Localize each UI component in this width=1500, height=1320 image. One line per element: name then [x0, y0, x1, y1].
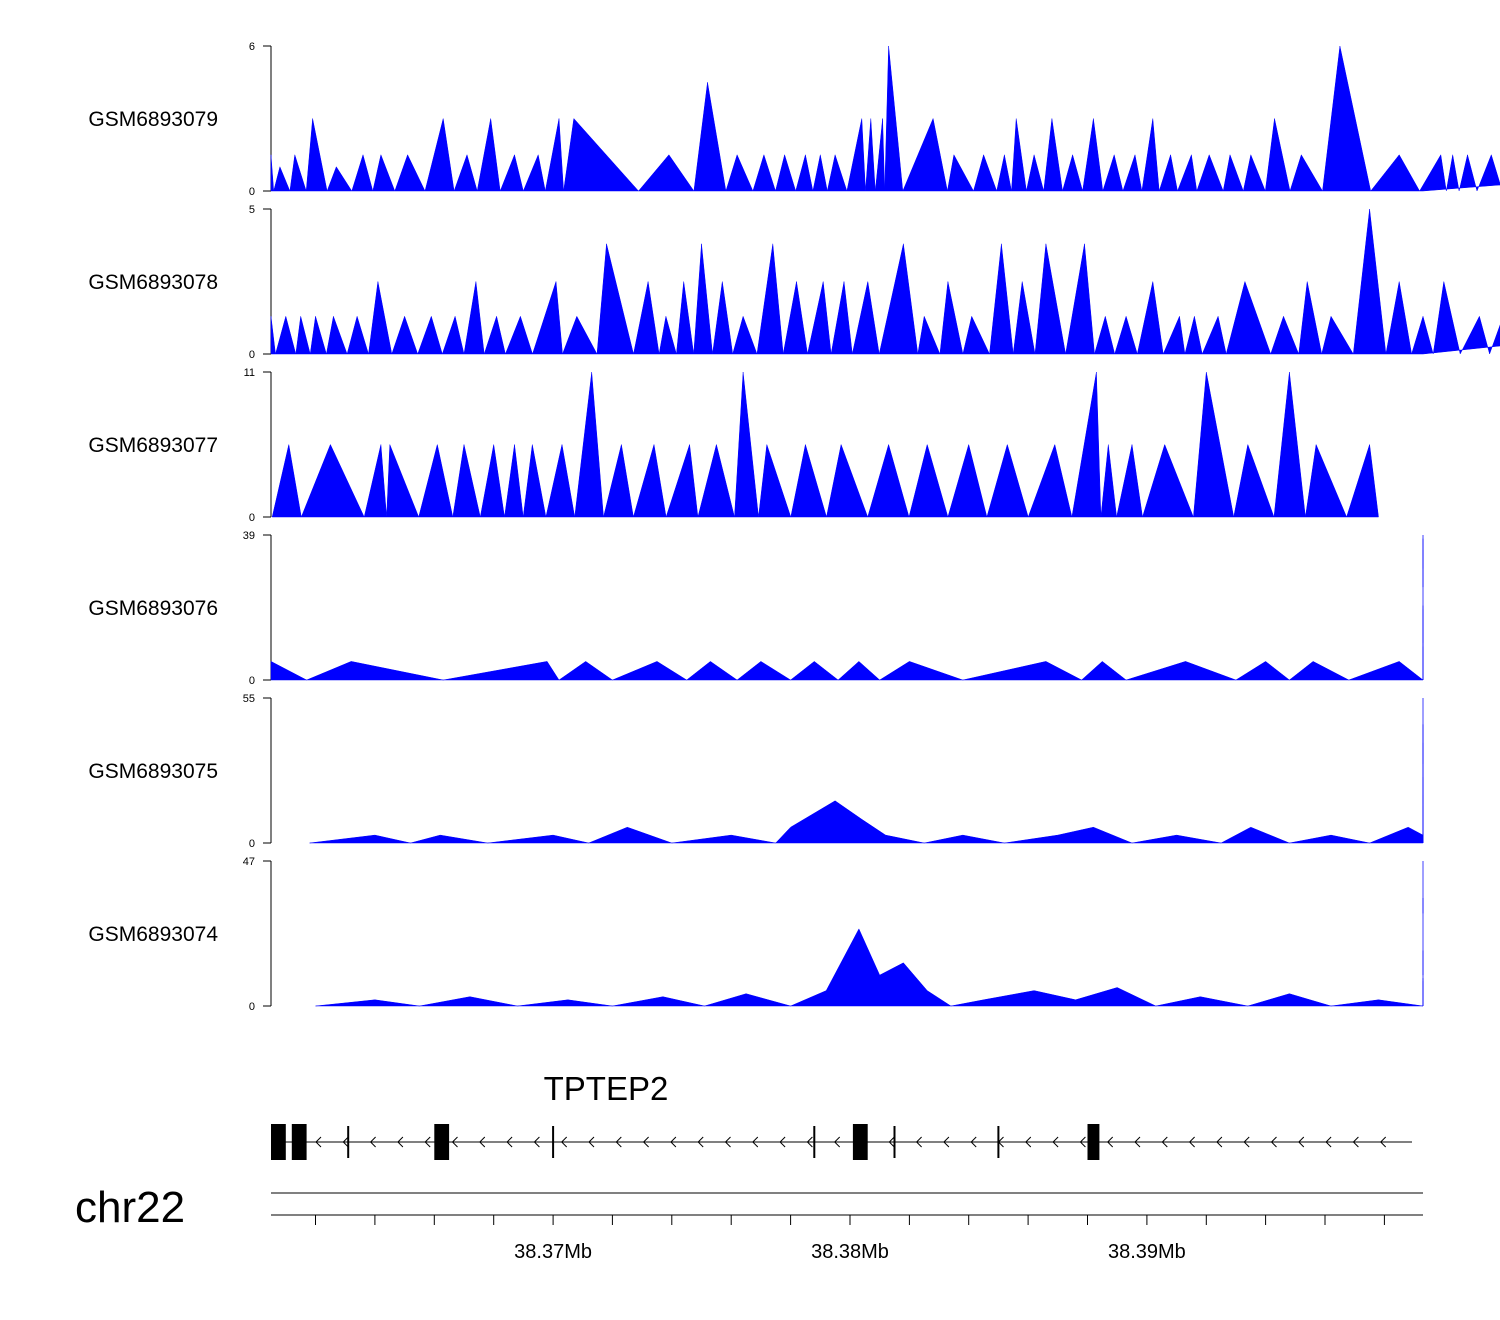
track-GSM6893077: GSM6893077 11 0: [88, 367, 1379, 524]
strand-arrow: [1243, 1136, 1250, 1148]
y-tick-label-min: 0: [249, 349, 255, 361]
y-tick-label-max: 39: [243, 530, 255, 542]
strand-arrow: [1052, 1136, 1059, 1148]
track-GSM6893078: GSM6893078 5 0: [88, 204, 1500, 361]
gene-exons: [271, 1124, 1100, 1160]
strand-arrow: [697, 1136, 704, 1148]
strand-arrow: [1379, 1136, 1387, 1148]
strand-arrow: [1352, 1136, 1359, 1148]
y-tick-label-min: 0: [249, 838, 255, 850]
coverage-area: [270, 45, 1500, 192]
coverage-area: [270, 208, 1500, 355]
y-tick-label-max: 55: [243, 693, 255, 705]
exon: [852, 1124, 868, 1160]
strand-arrow: [1079, 1136, 1086, 1148]
strand-arrow: [560, 1136, 568, 1148]
gene-label: TPTEP2: [544, 1070, 669, 1107]
exon: [271, 1124, 286, 1160]
coverage-area: [270, 535, 1424, 681]
chromosome-label: chr22: [75, 1183, 185, 1232]
strand-arrow: [1270, 1136, 1277, 1148]
data-tracks: GSM689307960GSM689307850GSM6893077110GSM…: [88, 41, 1500, 1013]
exon: [1087, 1124, 1100, 1160]
strand-arrow: [533, 1136, 540, 1148]
gene-model-track: TPTEP2: [271, 1070, 1412, 1160]
strand-arrow: [752, 1136, 759, 1148]
coverage-area: [315, 861, 1424, 1007]
strand-arrow: [670, 1136, 677, 1148]
exon: [291, 1124, 307, 1160]
y-tick-label-min: 0: [249, 512, 255, 524]
track-label: GSM6893079: [88, 108, 218, 131]
y-tick-label-min: 0: [249, 186, 255, 198]
strand-arrow: [1216, 1136, 1223, 1148]
strand-arrow: [397, 1136, 404, 1148]
y-tick-label-max: 5: [249, 204, 255, 216]
strand-arrow: [424, 1136, 431, 1148]
strand-arrow: [1298, 1136, 1305, 1148]
coverage-area: [309, 698, 1424, 844]
strand-arrow: [806, 1136, 813, 1148]
track-GSM6893076: GSM6893076 39 0: [88, 530, 1424, 687]
strand-arrow: [1134, 1136, 1141, 1148]
y-tick-label-min: 0: [249, 1001, 255, 1013]
track-GSM6893075: GSM6893075 55 0: [88, 693, 1424, 850]
strand-arrow: [615, 1136, 622, 1148]
genome-axis: 38.37Mb 38.38Mb 38.39Mb: [271, 1214, 1423, 1263]
exon: [434, 1124, 450, 1160]
strand-arrow: [1161, 1136, 1168, 1148]
strand-arrow: [888, 1136, 895, 1148]
y-tick-label-max: 47: [243, 856, 255, 868]
track-GSM6893074: GSM6893074 47 0: [88, 856, 1424, 1013]
axis-tick-label: 38.37Mb: [514, 1241, 592, 1263]
track-label: GSM6893074: [88, 923, 218, 946]
strand-arrow: [315, 1136, 322, 1148]
axis-tick-label: 38.39Mb: [1108, 1241, 1186, 1263]
strand-arrow: [506, 1136, 513, 1148]
track-GSM6893079: GSM6893079 6 0: [88, 41, 1500, 198]
track-label: GSM6893077: [88, 434, 218, 457]
strand-arrow: [451, 1136, 458, 1148]
strand-arrow: [588, 1136, 595, 1148]
coverage-area: [271, 371, 1379, 518]
strand-arrow: [1188, 1136, 1195, 1148]
strand-arrow: [833, 1136, 841, 1148]
strand-arrow: [642, 1136, 649, 1148]
track-label: GSM6893075: [88, 760, 218, 783]
strand-arrow: [369, 1136, 376, 1148]
strand-arrow: [479, 1136, 486, 1148]
y-tick-label-max: 6: [249, 41, 255, 53]
strand-arrow: [779, 1136, 786, 1148]
y-tick-label-min: 0: [249, 675, 255, 687]
strand-arrows: [315, 1136, 1387, 1148]
track-label: GSM6893076: [88, 597, 218, 620]
strand-arrow: [1025, 1136, 1032, 1148]
strand-arrow: [1325, 1136, 1332, 1148]
strand-arrow: [970, 1136, 977, 1148]
axis-tick-label: 38.38Mb: [811, 1241, 889, 1263]
strand-arrow: [943, 1136, 950, 1148]
strand-arrow: [915, 1136, 922, 1148]
strand-arrow: [724, 1136, 731, 1148]
strand-arrow: [342, 1136, 349, 1148]
track-label: GSM6893078: [88, 271, 218, 294]
y-tick-label-max: 11: [244, 367, 255, 379]
strand-arrow: [1106, 1136, 1114, 1148]
